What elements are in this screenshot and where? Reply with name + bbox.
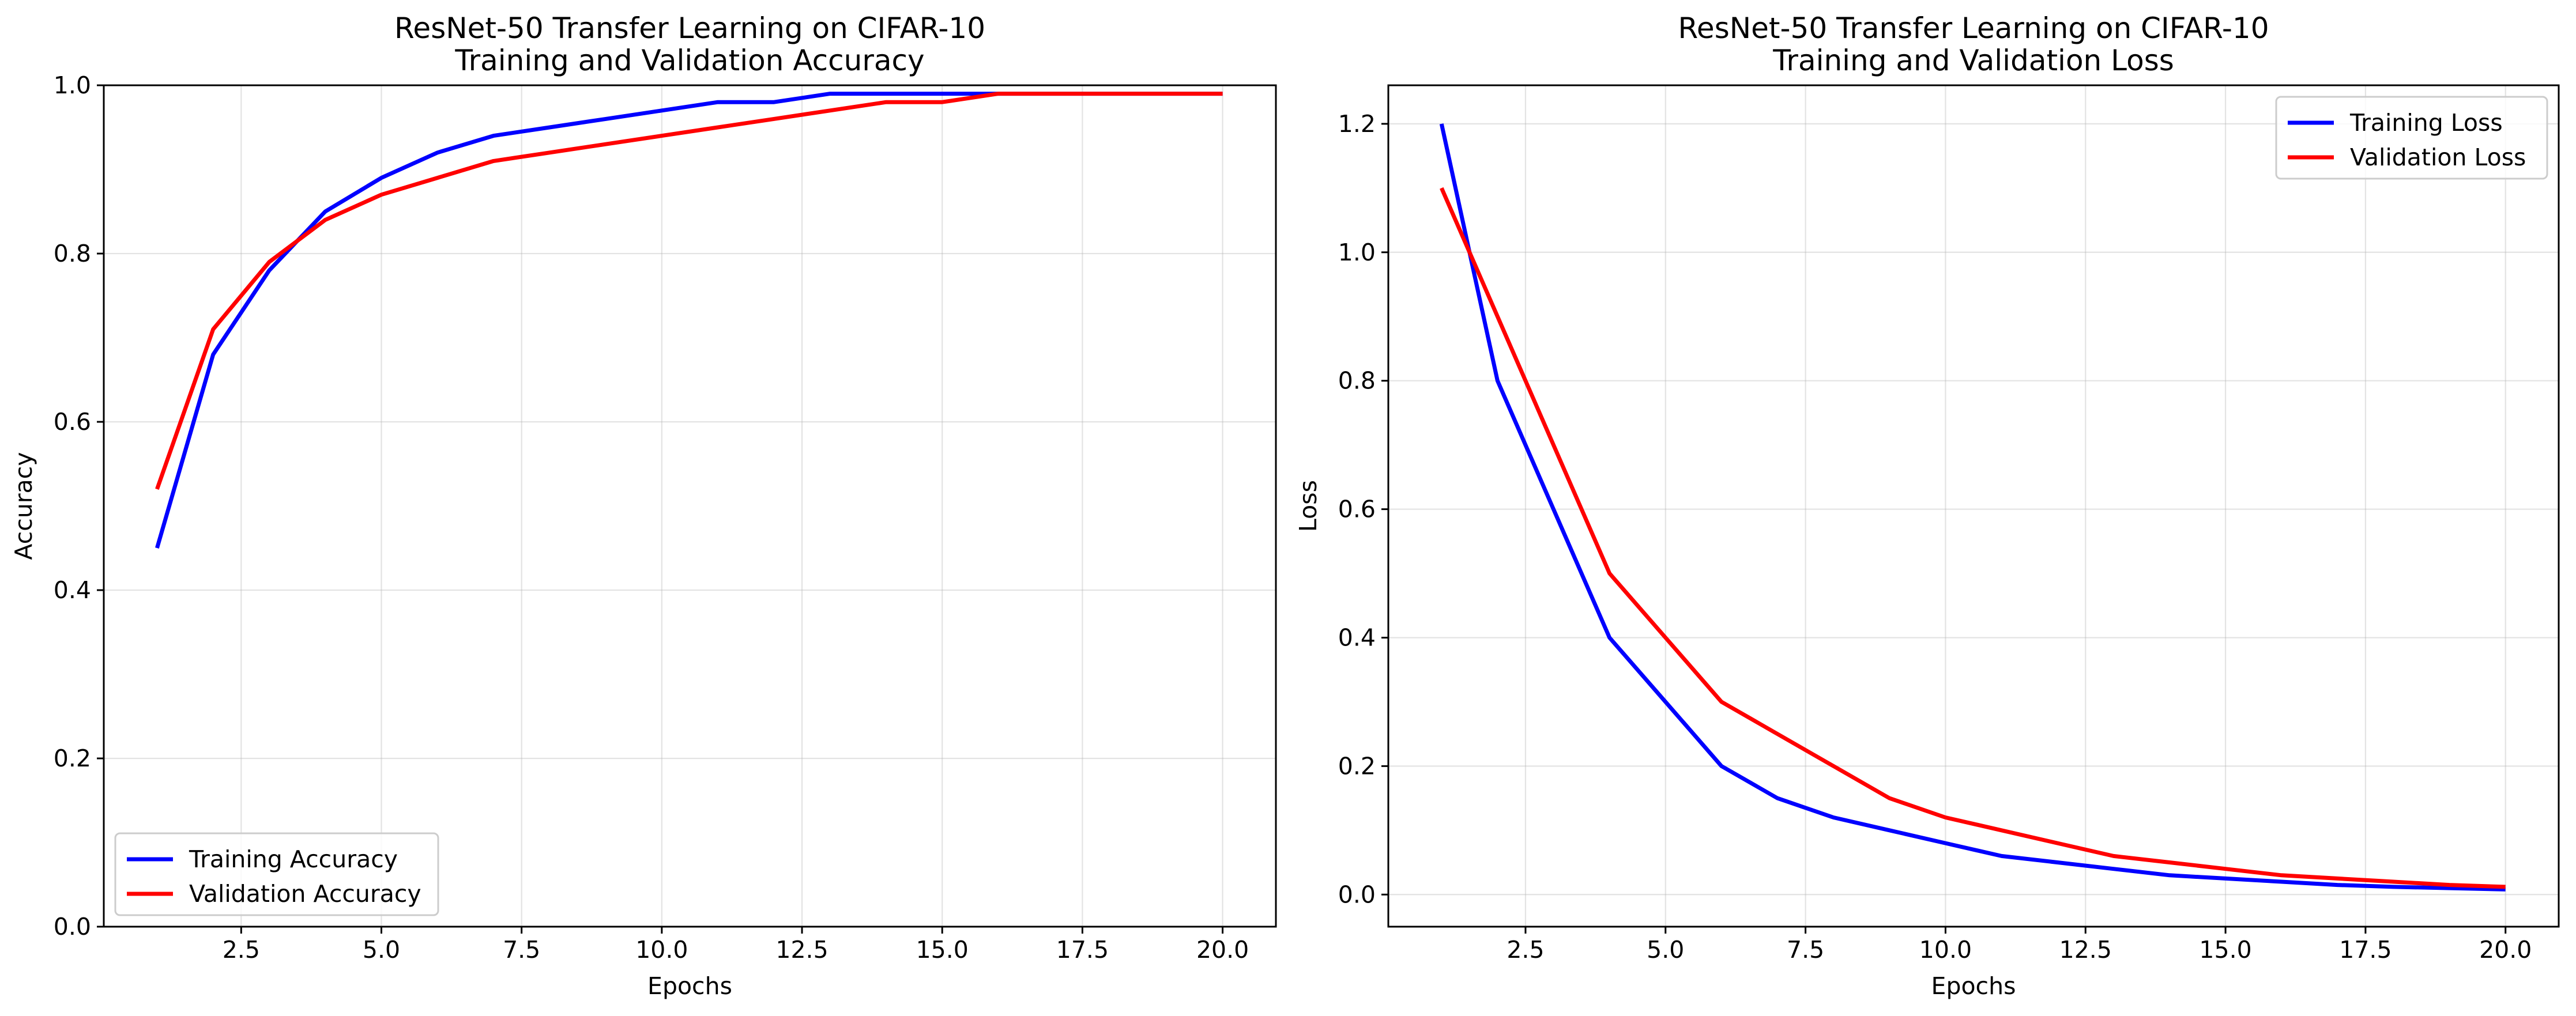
legend-label-1: Validation Loss: [2350, 143, 2526, 171]
x-tick-label: 5.0: [363, 936, 400, 964]
y-tick-label: 0.2: [54, 745, 91, 772]
x-tick-label: 20.0: [1196, 936, 1249, 964]
legend-label-1: Validation Accuracy: [189, 880, 421, 908]
x-tick-label: 15.0: [916, 936, 969, 964]
x-tick-label: 15.0: [2199, 936, 2251, 964]
plot-frame: [103, 84, 1277, 928]
x-tick-label: 17.5: [2339, 936, 2392, 964]
x-tick-label: 12.5: [775, 936, 828, 964]
x-tick-label: 17.5: [1056, 936, 1109, 964]
x-tick-label: 20.0: [2479, 936, 2532, 964]
y-tick-label: 1.0: [1338, 239, 1376, 266]
x-tick-label: 12.5: [2059, 936, 2112, 964]
y-tick-label: 0.0: [54, 913, 91, 941]
y-tick-label: 0.4: [54, 576, 91, 604]
x-tick-label: 5.0: [1647, 936, 1684, 964]
y-tick-label: 0.6: [1338, 496, 1376, 523]
legend-box: [114, 832, 439, 916]
y-tick-label: 1.0: [54, 71, 91, 99]
accuracy-chart: ResNet-50 Transfer Learning on CIFAR-10T…: [10, 12, 1277, 1000]
series-line-1: [1440, 187, 2506, 889]
y-tick-label: 0.2: [1338, 752, 1376, 780]
series-line-1: [155, 92, 1223, 490]
y-tick-label: 1.2: [1338, 110, 1376, 138]
y-axis-label: Loss: [1294, 480, 1322, 532]
y-tick-label: 0.0: [1338, 881, 1376, 908]
y-tick-label: 0.8: [54, 240, 91, 267]
y-tick-label: 0.6: [54, 408, 91, 436]
y-tick-label: 0.4: [1338, 624, 1376, 651]
chart-title-line: Training and Validation Accuracy: [454, 44, 924, 77]
x-tick-label: 10.0: [1919, 936, 1972, 964]
legend: Training Loss Validation Loss: [2275, 96, 2548, 180]
legend-label-0: Training Accuracy: [189, 845, 398, 873]
chart-title-line: Training and Validation Loss: [1772, 44, 2174, 77]
chart-title-line: ResNet-50 Transfer Learning on CIFAR-10: [394, 12, 985, 45]
x-tick-label: 7.5: [1787, 936, 1824, 964]
chart-title-line: ResNet-50 Transfer Learning on CIFAR-10: [1678, 12, 2269, 45]
legend-label-0: Training Loss: [2349, 109, 2503, 137]
legend-box: [2275, 96, 2548, 180]
x-axis-label: Epochs: [1931, 972, 2016, 1000]
x-tick-label: 10.0: [635, 936, 688, 964]
x-tick-label: 2.5: [223, 936, 260, 964]
loss-chart: ResNet-50 Transfer Learning on CIFAR-10T…: [1294, 12, 2560, 1000]
plot-frame: [1387, 84, 2560, 928]
series-line-0: [155, 92, 1223, 549]
x-axis-label: Epochs: [647, 972, 732, 1000]
series-line-0: [1439, 123, 2506, 892]
legend: Training Accuracy Validation Accuracy: [114, 832, 439, 916]
y-tick-label: 0.8: [1338, 367, 1376, 395]
x-tick-label: 7.5: [503, 936, 540, 964]
x-tick-label: 2.5: [1507, 936, 1544, 964]
y-axis-label: Accuracy: [10, 452, 37, 560]
